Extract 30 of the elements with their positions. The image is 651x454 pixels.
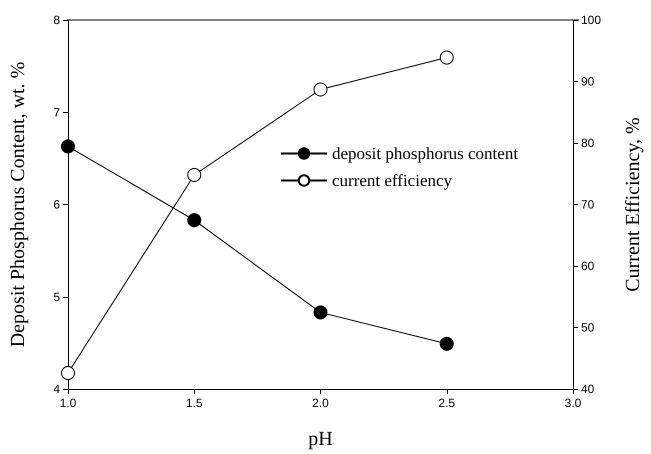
y2-axis-title: Current Efficiency, % [622,117,644,292]
x-axis-title: pH [308,428,333,450]
y2-tick-label: 80 [581,136,595,150]
point [440,336,454,351]
point [314,82,328,96]
y-axis-title: Deposit Phosphorus Content, wt. % [7,62,29,348]
legend-label: deposit phosphorus content [332,144,518,163]
y-tick-label: 7 [53,105,60,120]
y2-tick-label: 50 [581,320,595,334]
x-tick-label: 1.5 [186,396,203,410]
x-tick-label: 3.0 [564,396,582,410]
legend-label: current efficiency [332,171,453,190]
point [187,213,202,228]
y-tick-label: 6 [53,198,60,212]
y2-tick-label: 100 [581,13,602,27]
point [187,168,202,182]
y2-tick-label: 70 [581,198,595,212]
x-tick-label: 1.0 [60,396,77,410]
y-tick-label: 4 [53,382,60,396]
point [440,50,454,65]
point [61,139,75,154]
y2-tick-label: 90 [581,74,595,88]
x-tick-label: 2.0 [312,396,330,410]
y-tick-label: 5 [53,290,60,304]
point [314,305,328,320]
y2-tick-label: 40 [581,382,595,396]
x-tick-label: 2.5 [438,396,456,410]
y2-tick-label: 60 [581,259,595,273]
point [61,366,75,380]
y-tick-label: 8 [53,13,60,27]
